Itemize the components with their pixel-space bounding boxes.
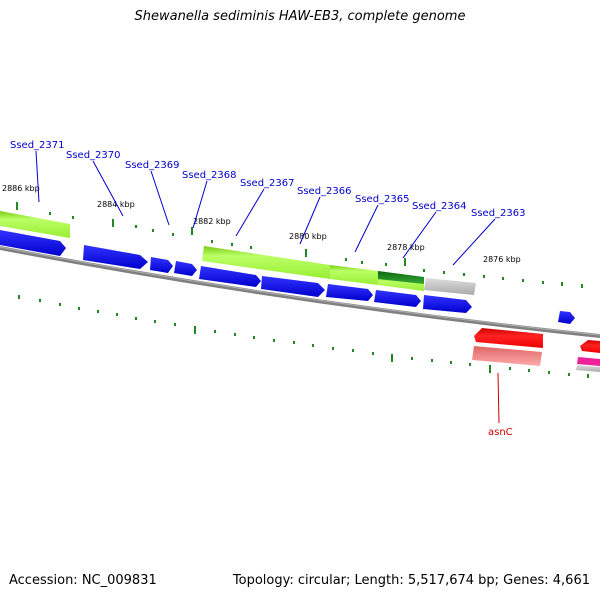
feature-darkgreen-2364[interactable] [378,271,424,284]
gene-label-ssed-2371[interactable]: Ssed_2371 [10,140,65,151]
topology-text: Topology: circular; Length: 5,517,674 bp… [232,573,590,588]
genome-backbone [0,246,600,338]
cds-blue-small[interactable] [558,311,575,324]
feature-green-2366[interactable] [330,265,378,285]
feature-magenta-right[interactable] [577,357,600,366]
gene-label-ssed-2368[interactable]: Ssed_2368 [182,170,237,181]
cds-blue-2364[interactable] [423,295,472,313]
gene-label-ssed-2365[interactable]: Ssed_2365 [355,194,410,205]
cds-blue-2367a[interactable] [199,266,261,287]
lower-tick-row [18,295,589,378]
tick-label-2884: 2884 kbp [97,200,135,209]
gene-leader-lines [35,150,496,266]
cds-blue-2370[interactable] [83,245,148,269]
tick-label-2886: 2886 kbp [2,184,40,193]
cds-blue-2368[interactable] [174,261,197,276]
feature-green-2367[interactable] [202,246,330,279]
feature-red-asnc[interactable] [474,328,543,348]
gene-label-ssed-2369[interactable]: Ssed_2369 [125,160,180,171]
gene-label-ssed-2367[interactable]: Ssed_2367 [240,178,295,189]
asnC-leader-line [497,372,500,424]
tick-label-2878: 2878 kbp [387,243,425,252]
cds-blue-2371[interactable] [0,230,66,256]
feature-pink-asnc[interactable] [472,346,542,366]
accession-text: Accession: NC_009831 [9,573,157,588]
tick-label-2876: 2876 kbp [483,255,521,264]
feature-green-2371[interactable] [0,211,70,238]
cds-blue-2367b[interactable] [261,276,325,297]
cds-blue-2366[interactable] [326,284,373,301]
gene-label-ssed-2363[interactable]: Ssed_2363 [471,208,526,219]
upper-tick-row [16,202,583,288]
gene-label-ssed-2364[interactable]: Ssed_2364 [412,201,467,212]
tick-label-2880: 2880 kbp [289,232,327,241]
feature-gray-2363[interactable] [424,278,476,295]
cds-blue-2369[interactable] [150,257,173,273]
gene-label-ssed-2366[interactable]: Ssed_2366 [297,186,352,197]
genome-backbone-highlight [0,246,600,336]
gene-label-asnc[interactable]: asnC [488,427,513,438]
map-title: Shewanella sediminis HAW-EB3, complete g… [134,9,466,24]
gene-label-ssed-2370[interactable]: Ssed_2370 [66,150,121,161]
feature-gray-right[interactable] [576,365,600,372]
cds-blue-2365[interactable] [374,290,421,307]
feature-red-right[interactable] [580,340,600,353]
tick-label-2882: 2882 kbp [193,217,231,226]
